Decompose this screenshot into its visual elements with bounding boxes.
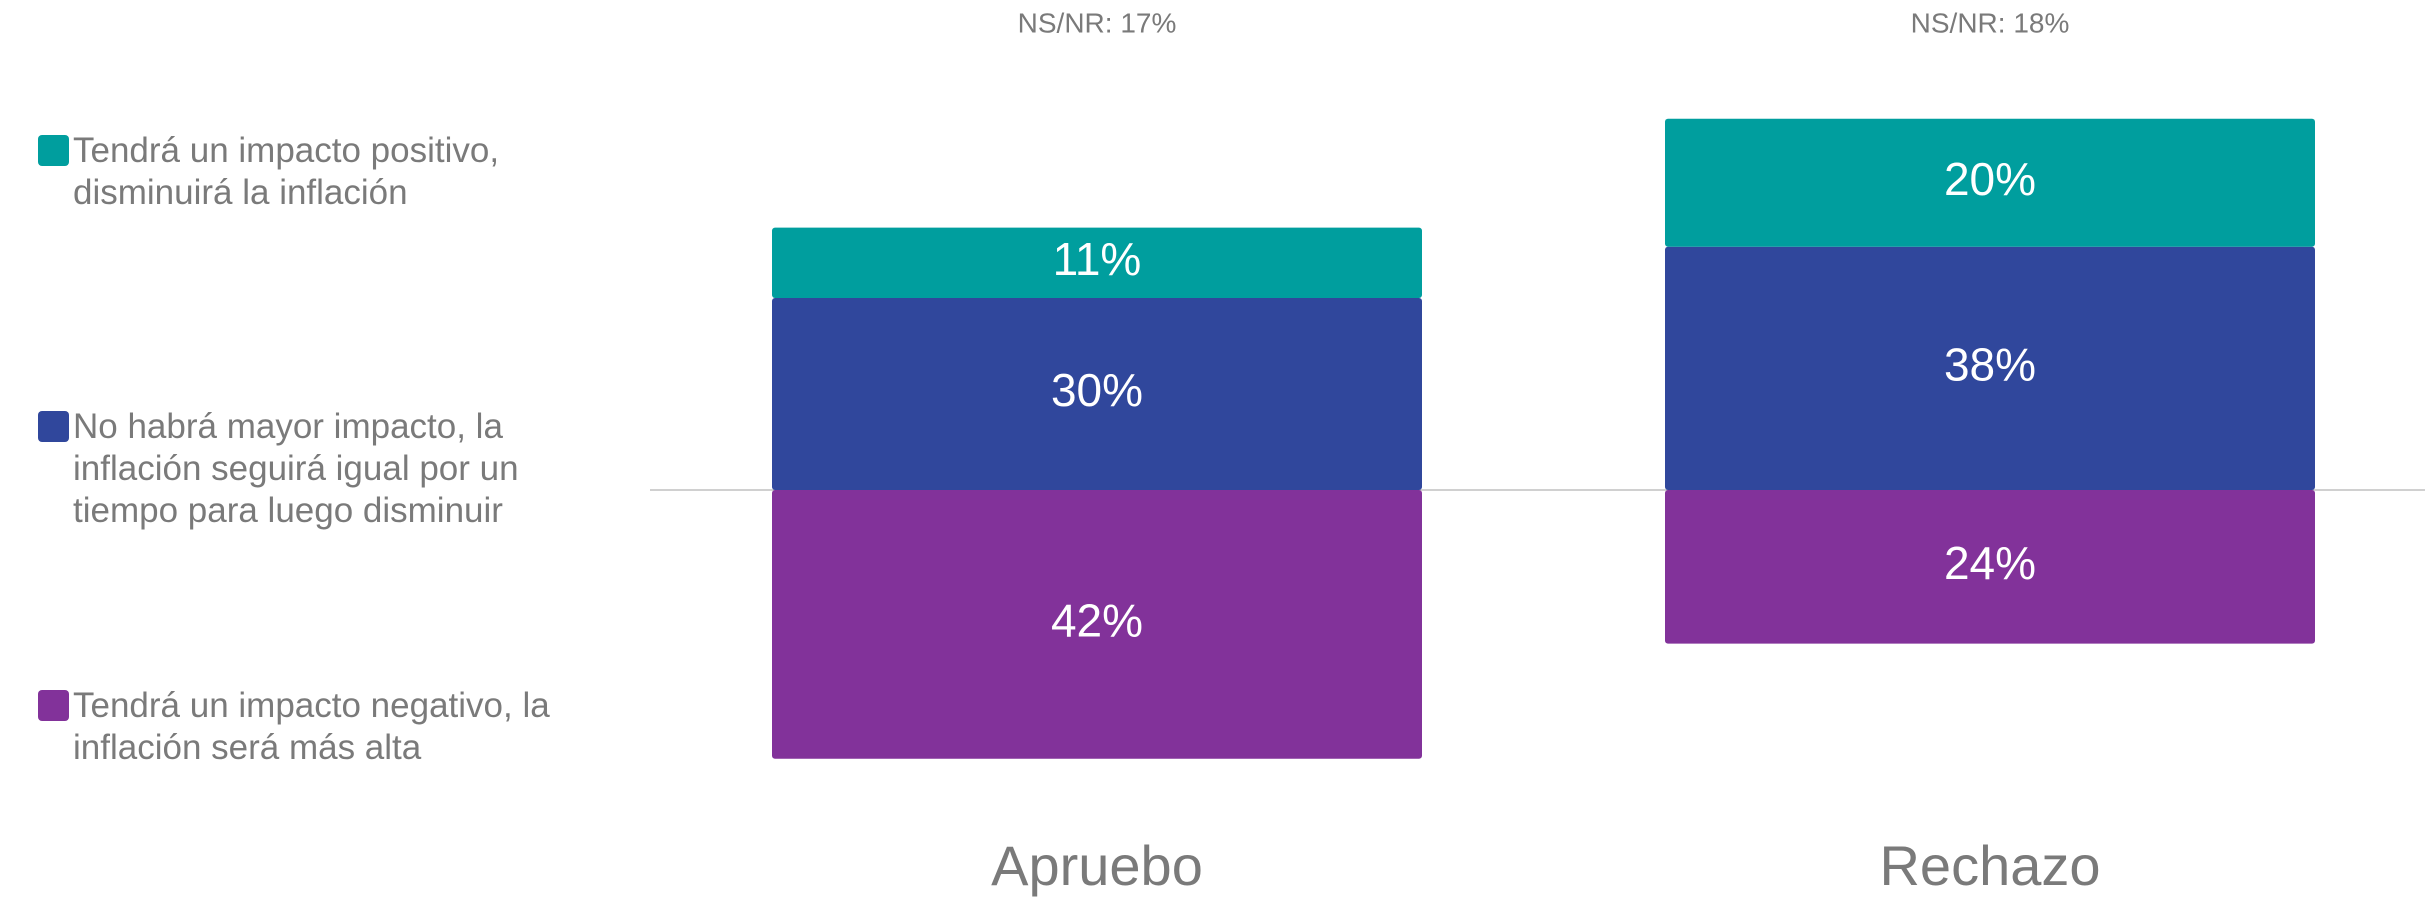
- legend-item: No habrá mayor impacto, la inflación seg…: [38, 406, 618, 532]
- legend-swatch: [38, 690, 69, 721]
- legend-label: Tendrá un impacto negativo, la inflación…: [73, 686, 550, 767]
- value-label: 24%: [1944, 537, 2036, 589]
- value-label: 11%: [1053, 233, 1142, 285]
- annotation: NS/NR: 18%: [1911, 7, 2070, 38]
- legend-swatch: [38, 411, 69, 442]
- value-label: 42%: [1051, 595, 1143, 647]
- category-label: Rechazo: [1879, 834, 2100, 897]
- bar-segment: [1665, 246, 2315, 490]
- legend-item: Tendrá un impacto positivo, disminuirá l…: [38, 130, 618, 214]
- bar-segment: [1665, 490, 2315, 644]
- bar-segment: [772, 227, 1422, 298]
- category-label: Apruebo: [991, 834, 1203, 897]
- value-label: 30%: [1051, 364, 1143, 416]
- legend-label: Tendrá un impacto positivo, disminuirá l…: [73, 131, 500, 212]
- legend-swatch: [38, 135, 69, 166]
- bar-segment: [772, 490, 1422, 759]
- legend-item: Tendrá un impacto negativo, la inflación…: [38, 685, 618, 769]
- bar-segment: [772, 298, 1422, 490]
- legend-label: No habrá mayor impacto, la inflación seg…: [73, 407, 519, 530]
- value-label: 20%: [1944, 153, 2036, 205]
- value-label: 38%: [1944, 339, 2036, 391]
- annotation: NS/NR: 17%: [1018, 7, 1177, 38]
- bar-segment: [1665, 118, 2315, 247]
